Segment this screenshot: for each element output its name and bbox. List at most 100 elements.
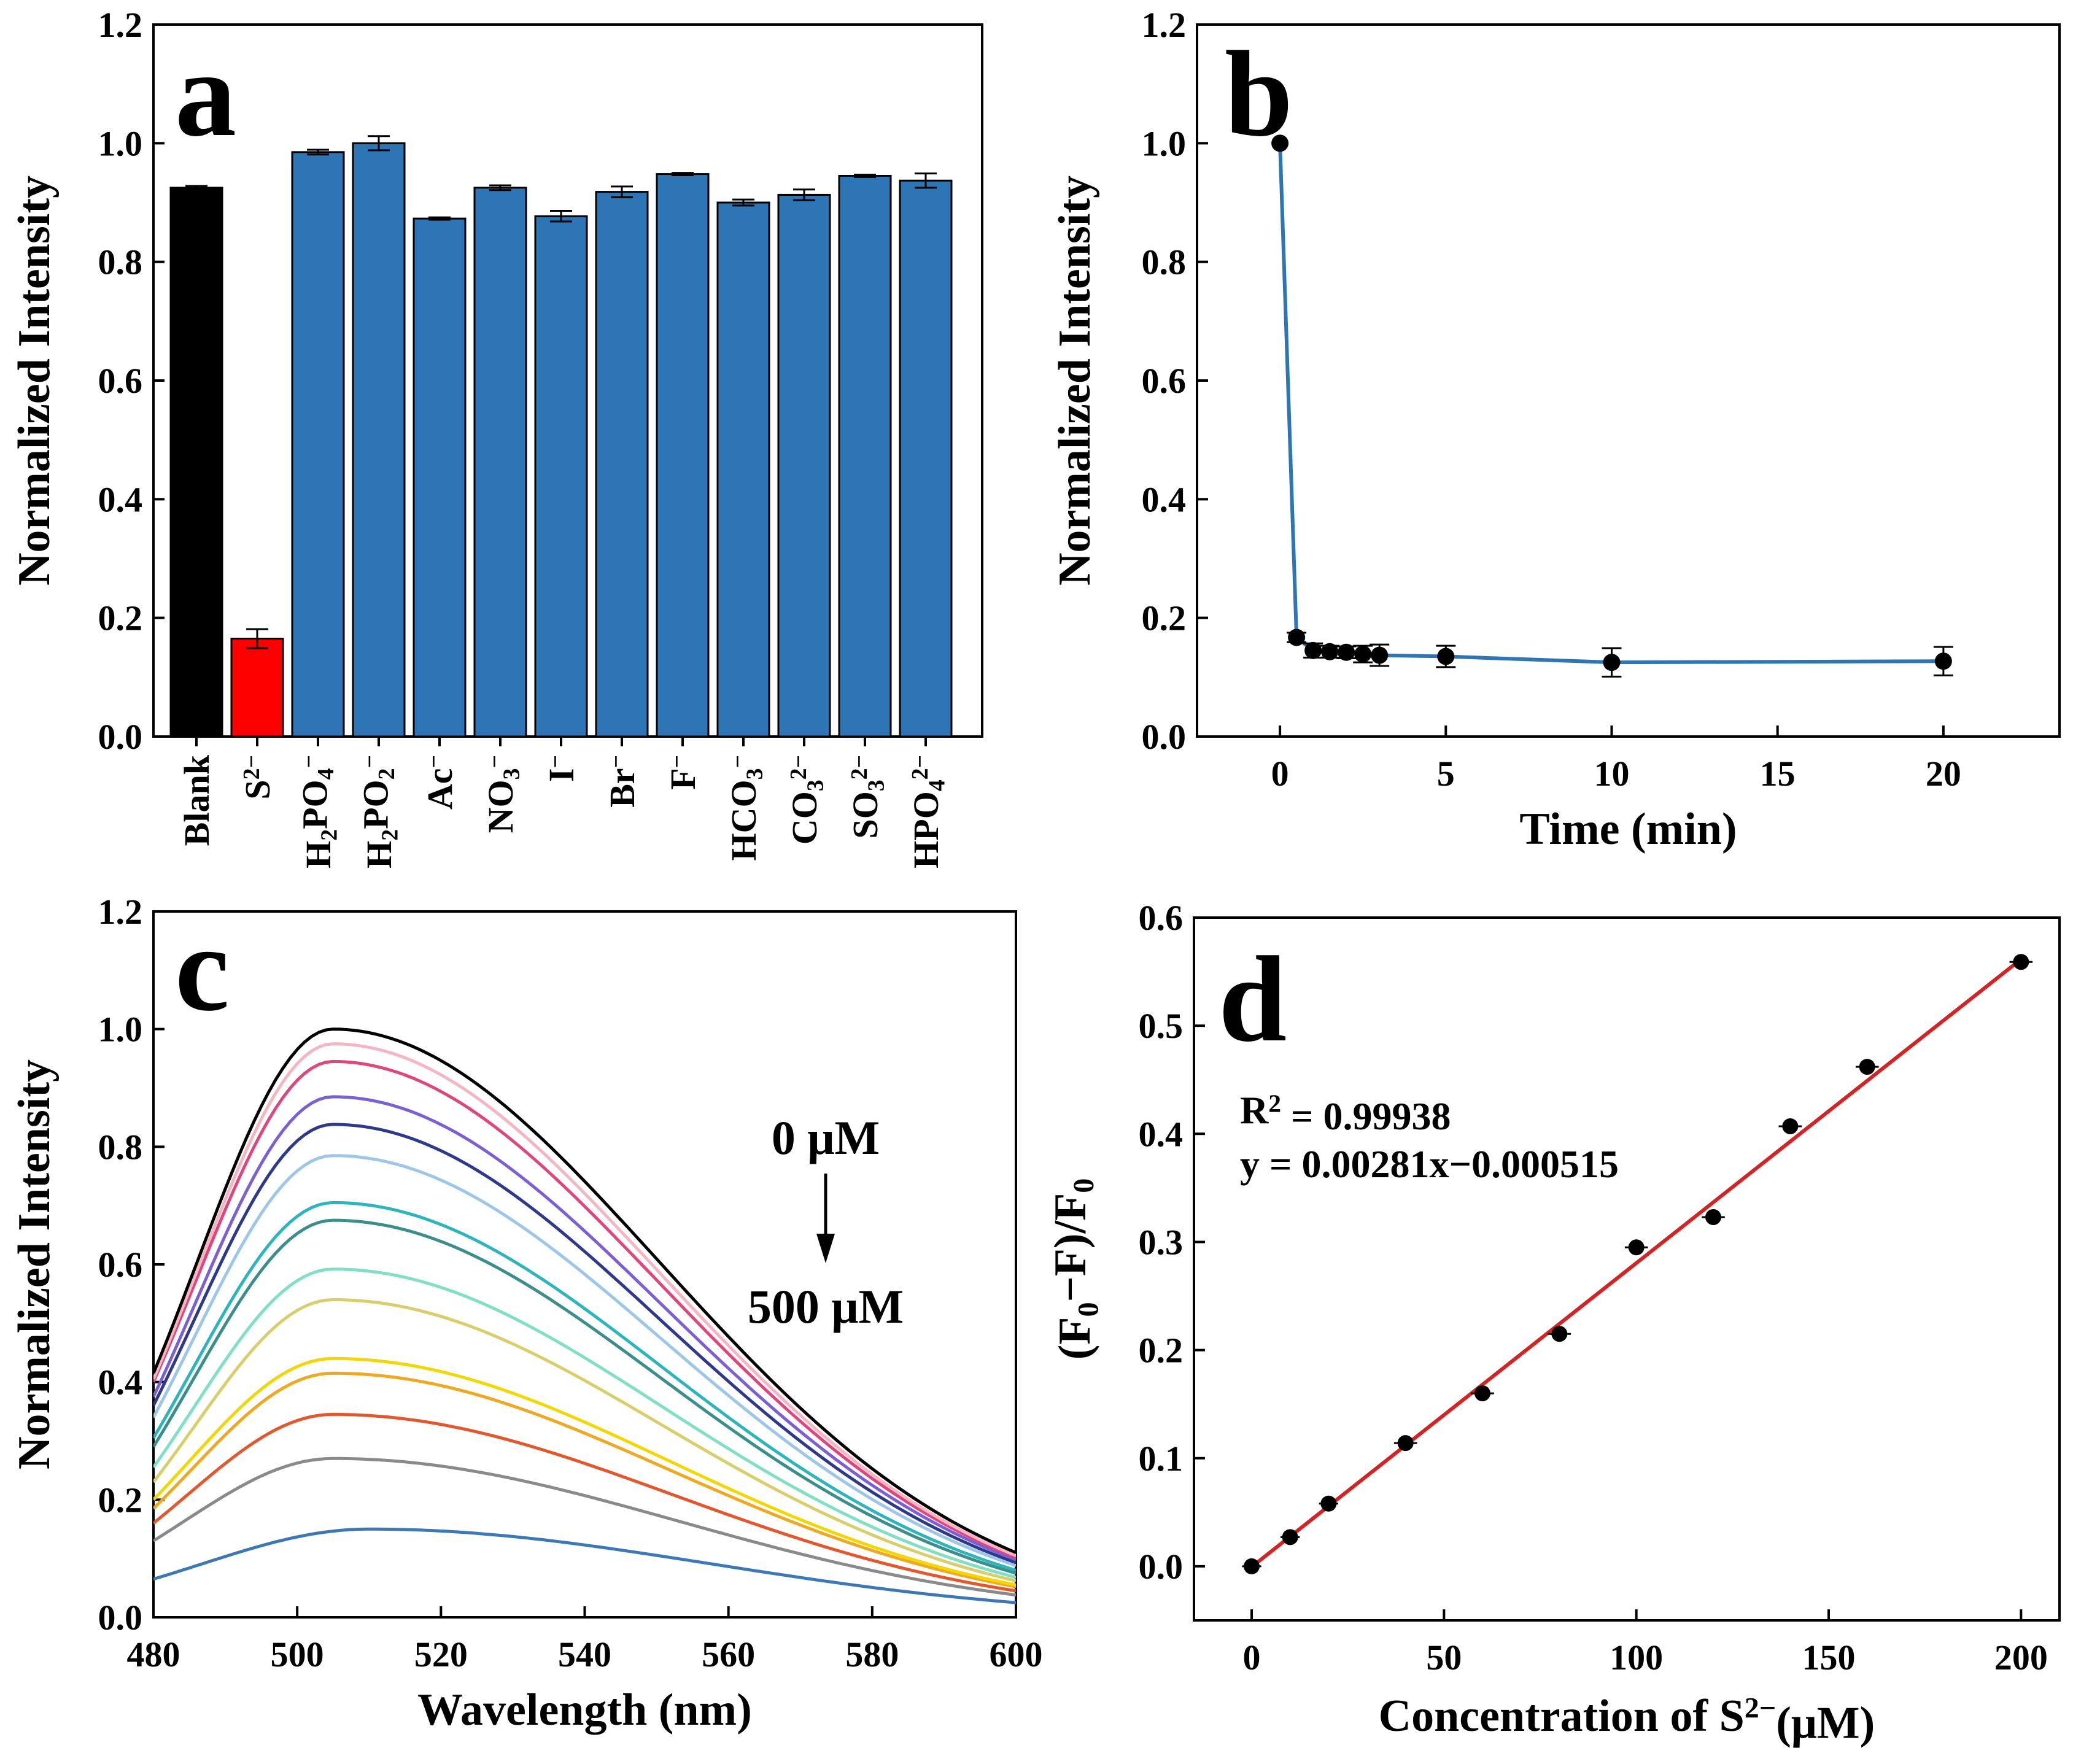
c-spectrum-9 xyxy=(153,1298,1016,1583)
a-category-label-1: S2− xyxy=(238,755,277,800)
c-spectrum-0 xyxy=(153,1027,1016,1554)
a-category-label-3-part-0: H xyxy=(359,841,399,868)
a-ylabel: Normalized Intensity xyxy=(9,176,60,586)
a-category-label-12-part-1: 4 xyxy=(924,779,950,791)
a-bar-0 xyxy=(169,187,223,738)
c-spectrum-7 xyxy=(153,1218,1016,1575)
d-xtick-label: 50 xyxy=(1426,1638,1462,1677)
d-point-0 xyxy=(1244,1558,1260,1574)
a-bar-7 xyxy=(595,191,649,738)
d-ytick-label: 0.6 xyxy=(1139,898,1184,938)
c-ytick-label: 1.2 xyxy=(98,892,143,932)
b-point-0 xyxy=(1271,134,1289,152)
d-ylabel-part-0: (F xyxy=(1050,1317,1100,1360)
a-category-label-8-part-0: F xyxy=(663,768,703,789)
d-ytick-label: 0.2 xyxy=(1139,1331,1184,1371)
c-spectrum-8 xyxy=(153,1267,1016,1579)
a-category-label-4: Ac− xyxy=(420,755,460,810)
b-ytick-label: 0.6 xyxy=(1142,361,1187,401)
a-category-label-6-part-0: I xyxy=(541,768,581,782)
d-r2-text-part-2: = 0.99938 xyxy=(1281,1094,1451,1138)
a-category-label-0-part-0: Blank xyxy=(177,754,217,846)
d-ylabel: (F0−F)/F0 xyxy=(1045,1178,1105,1360)
d-xlabel-part-0: Concentration of S xyxy=(1379,1691,1745,1741)
d-xtick-label: 150 xyxy=(1802,1638,1856,1677)
d-point-6 xyxy=(1628,1239,1645,1256)
c-spectrum-14 xyxy=(153,1527,1016,1604)
a-ytick-label: 0.2 xyxy=(98,598,143,638)
d-point-3 xyxy=(1397,1435,1414,1452)
c-ytick-label: 0.6 xyxy=(98,1245,143,1285)
a-category-label-12-part-0: HPO xyxy=(906,791,946,868)
a-category-label-2-part-4: − xyxy=(296,755,322,768)
a-category-label-9: HCO3− xyxy=(724,755,768,861)
c-xlabel: Wavelength (nm) xyxy=(417,1685,752,1735)
b-ytick-label: 0.8 xyxy=(1142,242,1187,282)
c-ylabel: Normalized Intensity xyxy=(9,1059,60,1469)
b-point-9 xyxy=(1934,652,1952,670)
b-plot-frame xyxy=(1196,23,2061,738)
c-xtick-label: 540 xyxy=(558,1634,611,1674)
d-point-9 xyxy=(1859,1059,1875,1075)
c-ytick-label: 0.8 xyxy=(98,1127,143,1167)
a-ytick-label: 0.8 xyxy=(98,242,143,282)
b-point-5 xyxy=(1354,645,1372,663)
d-xlabel: Concentration of S2−(μM) xyxy=(1379,1691,1875,1749)
a-bar-9 xyxy=(716,201,770,738)
b-panel-letter: b xyxy=(1225,26,1293,162)
a-category-label-5-part-0: NO xyxy=(481,779,521,833)
a-category-label-9-part-0: HCO xyxy=(724,779,764,861)
a-category-label-11-part-2: 2− xyxy=(847,755,872,779)
a-category-label-2-part-3: 4 xyxy=(313,768,339,779)
a-bar-12 xyxy=(899,179,953,738)
b-point-8 xyxy=(1603,654,1621,671)
c-xtick-label: 520 xyxy=(414,1634,468,1674)
d-xtick-label: 200 xyxy=(1994,1638,2048,1677)
b-xtick-label: 20 xyxy=(1926,754,1961,794)
b-xtick-label: 10 xyxy=(1594,754,1629,794)
a-bar-5 xyxy=(473,187,527,738)
a-category-label-1-part-0: S xyxy=(238,779,277,799)
a-panel-letter: a xyxy=(175,26,236,162)
a-category-label-4-part-0: Ac xyxy=(420,768,460,810)
b-point-4 xyxy=(1338,643,1355,661)
c-spectrum-2 xyxy=(153,1059,1016,1559)
c-spectrum-4 xyxy=(153,1123,1016,1565)
c-xtick-label: 560 xyxy=(702,1634,755,1674)
c-ytick-label: 1.0 xyxy=(98,1010,143,1050)
a-category-label-9-part-2: − xyxy=(725,755,751,768)
b-ylabel: Normalized Intensity xyxy=(1050,176,1100,586)
d-panel-letter: d xyxy=(1219,932,1287,1067)
c-spectrum-13 xyxy=(153,1456,1016,1597)
d-ytick-label: 0.3 xyxy=(1139,1222,1184,1262)
b-point-2 xyxy=(1304,641,1322,659)
d-xlabel-part-1: 2− xyxy=(1745,1692,1776,1724)
a-bar-8 xyxy=(656,173,710,738)
d-xtick-label: 0 xyxy=(1243,1638,1261,1677)
c-panel-letter: c xyxy=(175,901,230,1037)
c-spectrum-1 xyxy=(153,1042,1016,1557)
b-series-line xyxy=(1278,143,1943,665)
b-point-7 xyxy=(1437,648,1455,665)
d-point-7 xyxy=(1705,1209,1721,1225)
c-spectrum-5 xyxy=(153,1154,1016,1568)
c-annotation-top: 0 μM xyxy=(772,1111,880,1164)
c-spectrum-11 xyxy=(153,1371,1016,1588)
b-point-1 xyxy=(1288,629,1306,646)
c-plot-frame xyxy=(152,910,1017,1619)
a-category-label-3-part-4: − xyxy=(357,755,382,768)
a-bar-2 xyxy=(291,151,345,738)
c-arrow-head xyxy=(816,1234,835,1263)
a-ytick-label: 1.2 xyxy=(98,5,143,45)
a-category-label-2-part-2: PO xyxy=(295,779,335,829)
d-point-5 xyxy=(1551,1326,1568,1342)
b-xtick-label: 15 xyxy=(1760,754,1796,794)
d-ylabel-part-2: −F)/F xyxy=(1045,1193,1096,1302)
c-xtick-label: 600 xyxy=(990,1634,1043,1674)
a-category-label-10: CO32− xyxy=(785,755,829,845)
a-category-label-6: I− xyxy=(541,755,581,782)
a-category-label-10-part-2: 2− xyxy=(786,755,812,779)
a-ytick-label: 1.0 xyxy=(98,123,143,163)
